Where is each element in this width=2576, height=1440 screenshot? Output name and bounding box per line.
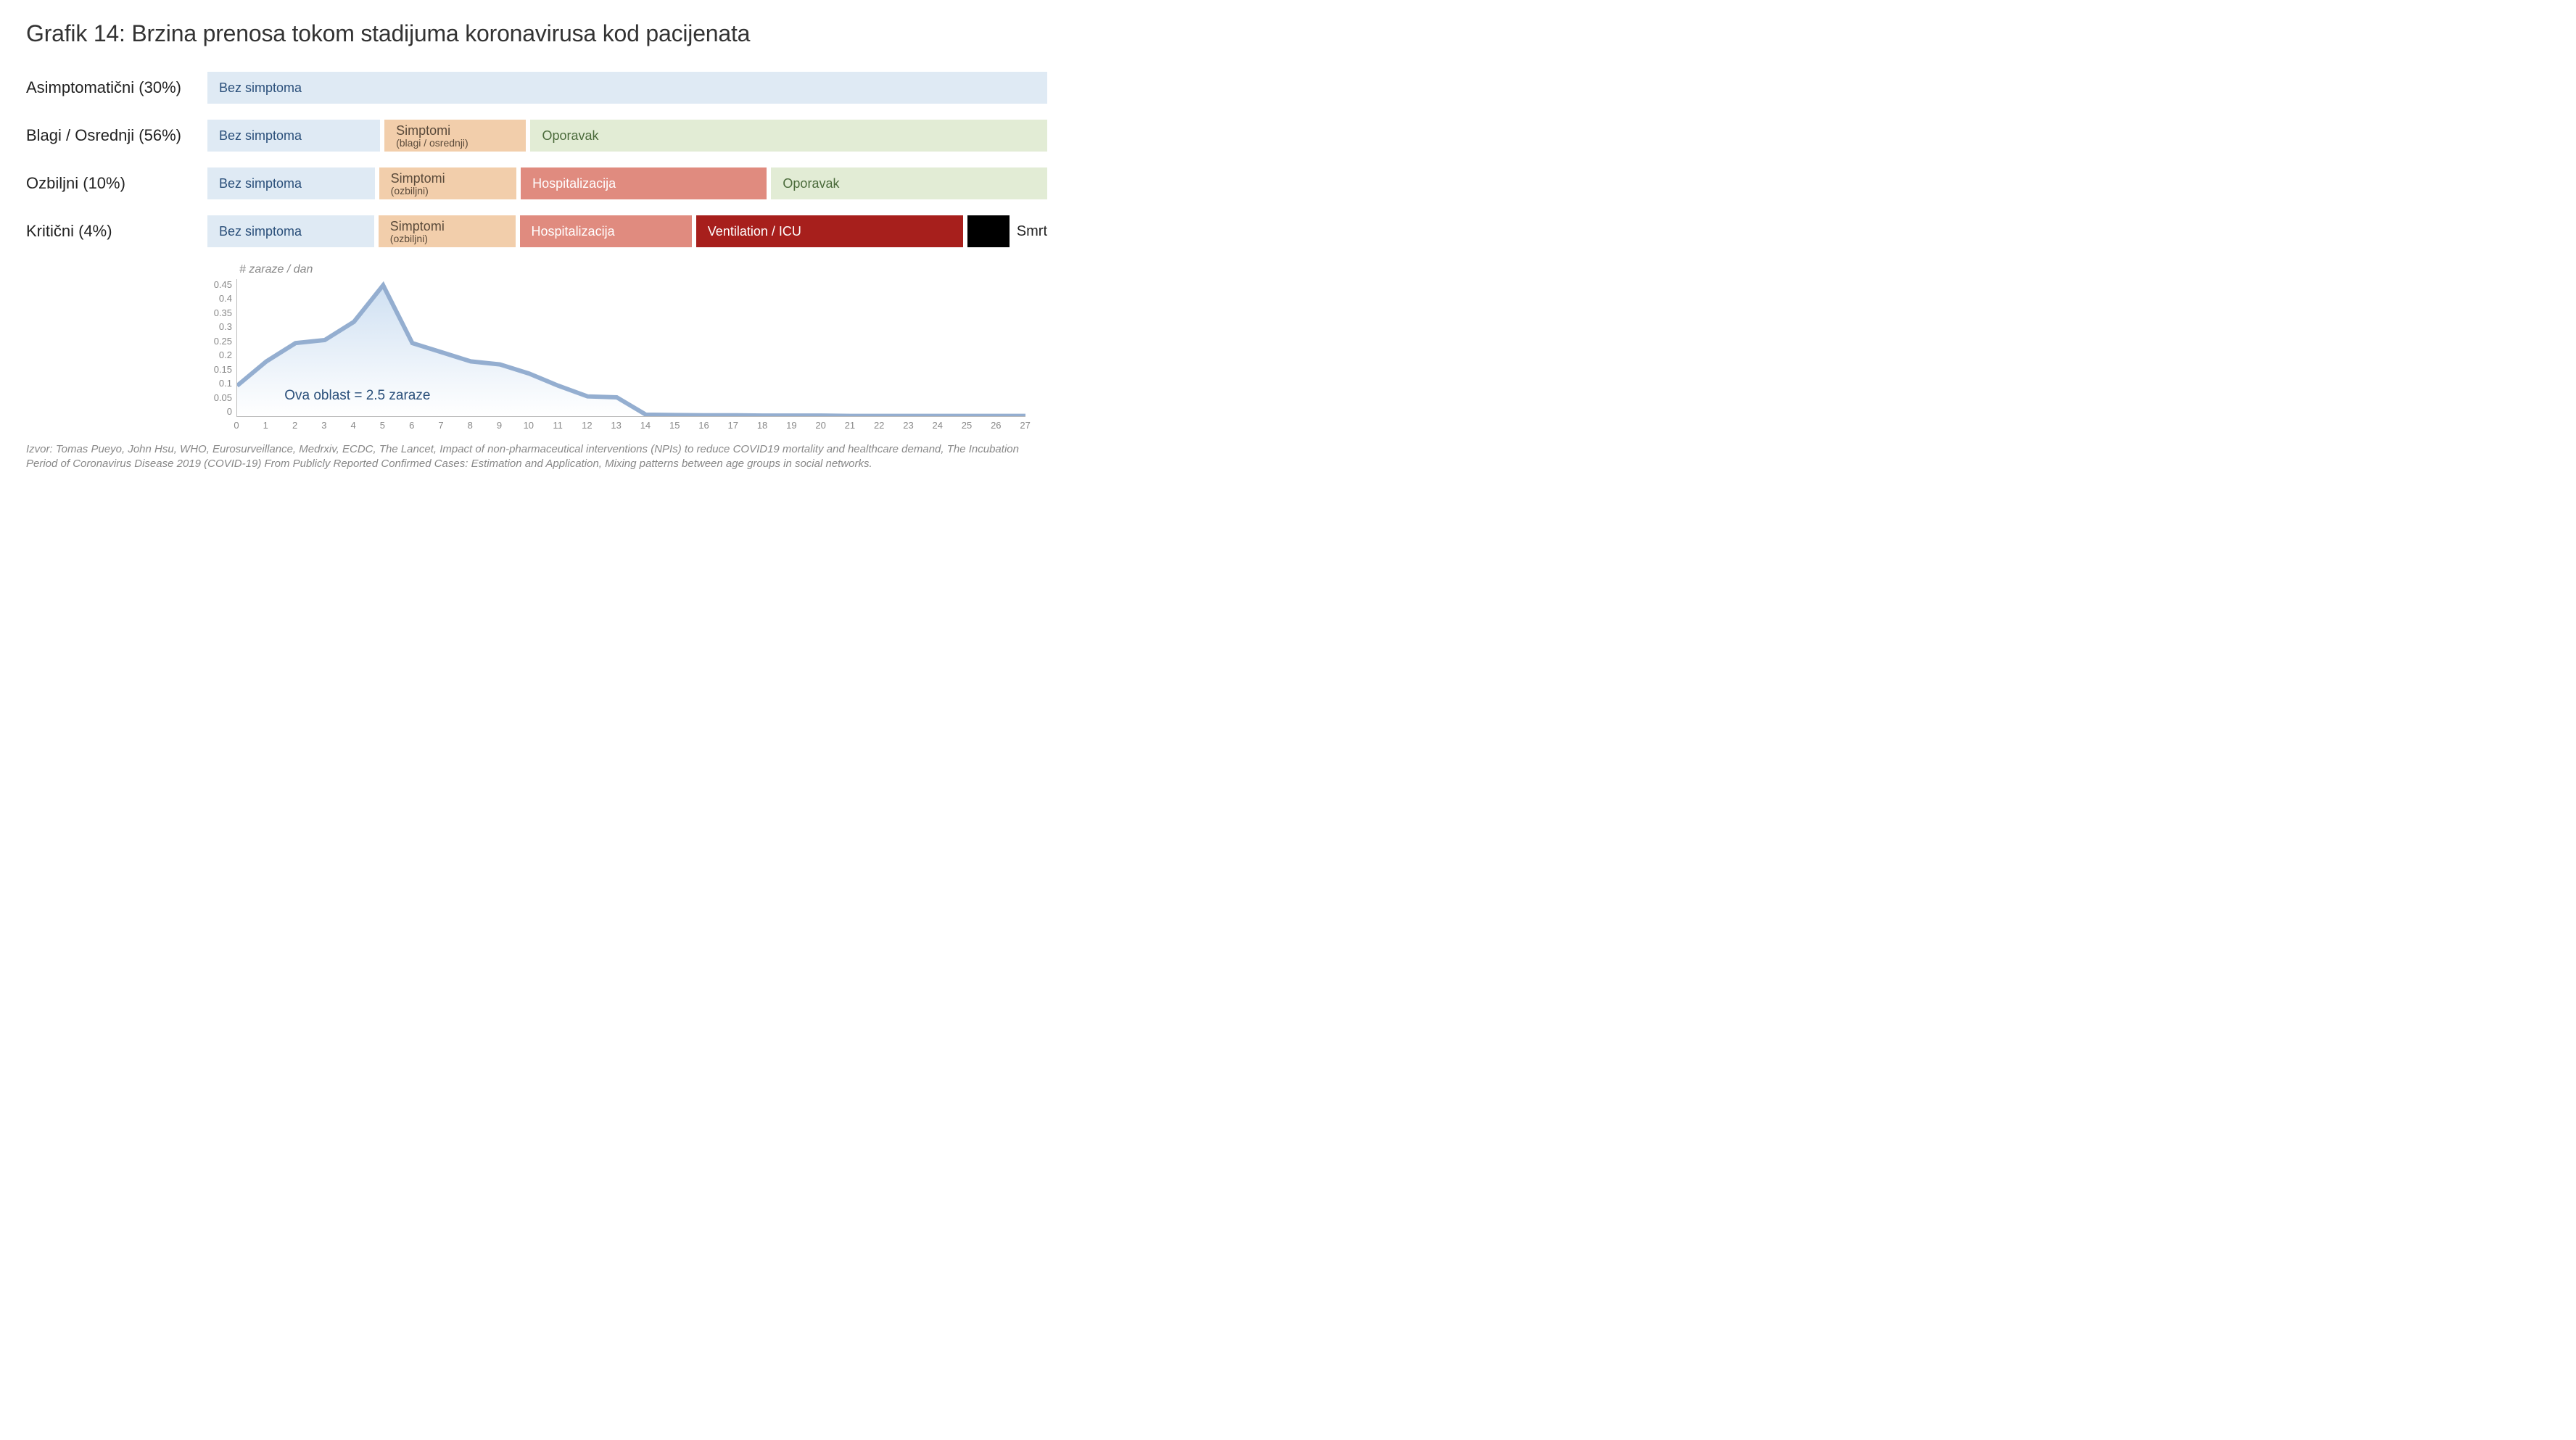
row-label: Blagi / Osrednji (56%) (26, 126, 207, 145)
y-tick: 0.1 (219, 378, 232, 389)
row-bars: Bez simptoma Simptomi(ozbiljni) Hospitaliz… (207, 167, 1047, 199)
stage-row: Blagi / Osrednji (56%) Bez simptoma Simpto… (26, 120, 1047, 152)
x-tick: 5 (368, 420, 397, 431)
x-tick: 9 (484, 420, 513, 431)
segment-label: Hospitalizacija (532, 176, 755, 191)
row-label: Ozbiljni (10%) (26, 174, 207, 193)
row-bars: Bez simptoma Simptomi(ozbiljni) Hospitaliz… (207, 215, 1010, 247)
segment-label: Hospitalizacija (532, 224, 680, 239)
y-tick: 0.15 (214, 364, 232, 375)
x-tick: 4 (339, 420, 368, 431)
x-tick: 12 (572, 420, 601, 431)
stage-row: Kritični (4%) Bez simptoma Simptomi(ozbilj… (26, 215, 1047, 247)
segment-sublabel: (blagi / osrednji) (396, 137, 514, 149)
segment: Simptomi(ozbiljni) (379, 167, 516, 199)
row-bars: Bez simptoma Simptomi(blagi / osrednji) Op… (207, 120, 1047, 152)
row-label: Kritični (4%) (26, 222, 207, 241)
segment: Simptomi(blagi / osrednji) (384, 120, 526, 152)
segment-label: Simptomi (390, 219, 504, 234)
segment-label: Oporavak (542, 128, 1036, 144)
x-tick: 20 (806, 420, 835, 431)
segment-label: Simptomi (396, 123, 514, 138)
segment-label: Bez simptoma (219, 176, 363, 191)
segment-label: Simptomi (391, 171, 505, 186)
segment: Hospitalizacija (520, 215, 692, 247)
segment-label: Bez simptoma (219, 224, 363, 239)
x-tick: 15 (660, 420, 689, 431)
x-tick: 7 (426, 420, 455, 431)
y-tick: 0 (227, 406, 232, 417)
area-chart: # zaraze / dan 0.450.40.350.30.250.20.15… (209, 263, 1025, 431)
chart-page: Grafik 14: Brzina prenosa tokom stadijum… (0, 0, 1073, 487)
y-tick: 0.4 (219, 293, 232, 304)
y-tick: 0.35 (214, 307, 232, 318)
segment: Oporavak (530, 120, 1047, 152)
x-tick: 14 (631, 420, 660, 431)
segment: Bez simptoma (207, 215, 374, 247)
x-tick: 0 (222, 420, 251, 431)
y-tick: 0.3 (219, 321, 232, 332)
y-tick: 0.45 (214, 279, 232, 290)
x-tick: 17 (719, 420, 748, 431)
x-tick: 23 (893, 420, 922, 431)
y-tick: 0.05 (214, 392, 232, 403)
segment: Bez simptoma (207, 120, 380, 152)
row-label: Asimptomatični (30%) (26, 78, 207, 97)
x-tick: 19 (777, 420, 806, 431)
death-label: Smrt (1010, 223, 1047, 240)
segment-sublabel: (ozbiljni) (391, 185, 505, 196)
x-tick: 3 (310, 420, 339, 431)
segment-sublabel: (ozbiljni) (390, 233, 504, 244)
source-text: Izvor: Tomas Pueyo, John Hsu, WHO, Euros… (26, 442, 1047, 472)
x-tick: 10 (514, 420, 543, 431)
chart-title: Grafik 14: Brzina prenosa tokom stadijum… (26, 20, 1047, 47)
segment: Ventilation / ICU (696, 215, 963, 247)
area-annotation: Ova oblast = 2.5 zaraze (284, 388, 430, 404)
stage-row: Ozbiljni (10%) Bez simptoma Simptomi(ozbil… (26, 167, 1047, 199)
stage-row: Asimptomatični (30%) Bez simptoma (26, 72, 1047, 104)
x-tick: 27 (1010, 420, 1039, 431)
x-axis: 0123456789101112131415161718192021222324… (222, 417, 1040, 431)
y-tick: 0.25 (214, 336, 232, 347)
x-tick: 16 (689, 420, 718, 431)
stage-rows: Asimptomatični (30%) Bez simptoma Blagi / … (26, 72, 1047, 247)
segment-death (967, 215, 1010, 247)
x-tick: 26 (981, 420, 1010, 431)
x-tick: 1 (251, 420, 280, 431)
segment: Simptomi(ozbiljni) (379, 215, 516, 247)
x-tick: 6 (397, 420, 426, 431)
segment: Oporavak (771, 167, 1047, 199)
segment: Bez simptoma (207, 72, 1047, 104)
x-tick: 2 (280, 420, 309, 431)
x-tick: 24 (923, 420, 952, 431)
segment-label: Bez simptoma (219, 128, 368, 144)
x-tick: 25 (952, 420, 981, 431)
plot-area: Ova oblast = 2.5 zaraze (236, 279, 1025, 417)
x-tick: 13 (602, 420, 631, 431)
area-chart-title: # zaraze / dan (239, 263, 1025, 276)
segment-label: Oporavak (783, 176, 1036, 191)
segment: Bez simptoma (207, 167, 375, 199)
x-tick: 8 (455, 420, 484, 431)
segment: Hospitalizacija (521, 167, 767, 199)
x-tick: 18 (748, 420, 777, 431)
segment-label: Ventilation / ICU (708, 224, 951, 239)
row-bars: Bez simptoma (207, 72, 1047, 104)
x-tick: 21 (835, 420, 864, 431)
x-tick: 11 (543, 420, 572, 431)
segment-label: Bez simptoma (219, 80, 1036, 96)
y-axis: 0.45 0.4 0.35 0.3 0.25 0.2 0.15 0.1 0.05 0 (209, 279, 236, 417)
y-tick: 0.2 (219, 349, 232, 360)
x-tick: 22 (864, 420, 893, 431)
